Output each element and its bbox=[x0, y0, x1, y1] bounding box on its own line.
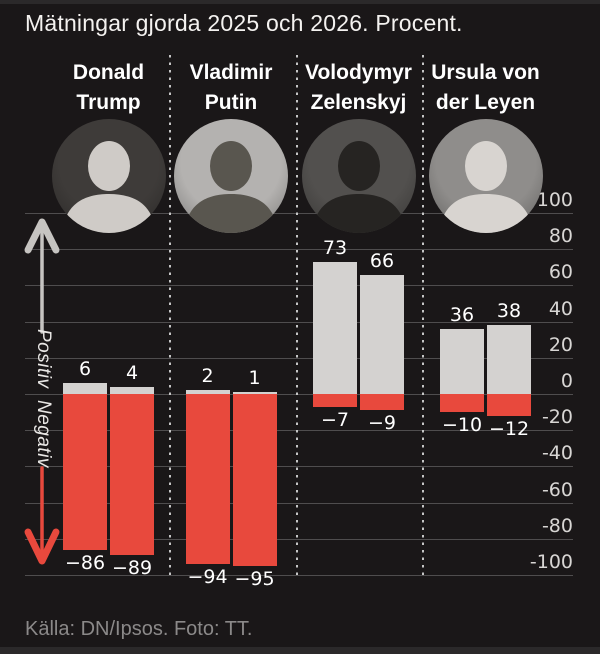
gridline bbox=[25, 575, 573, 576]
axis-tick-label: 40 bbox=[548, 297, 573, 320]
bar-positive-segment bbox=[110, 386, 154, 394]
positive-value-label: 66 bbox=[369, 249, 395, 272]
source-credit: Källa: DN/Ipsos. Foto: TT. bbox=[25, 618, 253, 640]
bar-negative-segment bbox=[313, 394, 357, 407]
bar-negative-segment bbox=[185, 394, 230, 565]
positive-value-label: 38 bbox=[496, 300, 522, 323]
bar-positive-segment bbox=[185, 390, 230, 394]
negative-direction-label: Negativ bbox=[33, 400, 54, 468]
gridline bbox=[25, 502, 573, 504]
bar-positive-segment bbox=[232, 392, 277, 394]
arrow-up-icon bbox=[24, 218, 60, 334]
column-separator-line bbox=[168, 55, 171, 578]
axis-tick-label: -60 bbox=[541, 478, 573, 501]
axis-tick-label: -100 bbox=[529, 551, 573, 573]
bar-negative-segment bbox=[487, 394, 531, 416]
column-separator-line bbox=[295, 55, 298, 578]
bar-positive-segment bbox=[440, 328, 484, 394]
negative-value-label: −7 bbox=[320, 408, 349, 431]
bar-negative-segment bbox=[360, 394, 404, 411]
person-silhouette-icon bbox=[311, 141, 406, 233]
person-name-ursula-von-der-leyen: Ursula von der Leyen bbox=[431, 61, 540, 114]
gridline bbox=[25, 466, 573, 468]
portrait-photo-vladimir-putin bbox=[174, 119, 288, 233]
negative-value-label: −12 bbox=[488, 417, 530, 440]
axis-tick-label: 100 bbox=[536, 189, 573, 211]
axis-tick-label: 80 bbox=[548, 225, 573, 248]
axis-tick-label: 60 bbox=[548, 261, 573, 284]
axis-tick-label: -20 bbox=[541, 406, 573, 429]
positive-value-label: 2 bbox=[201, 365, 214, 388]
portrait-photo-ursula-von-der-leyen bbox=[428, 119, 543, 233]
positive-direction-label: Positiv bbox=[33, 329, 54, 389]
person-name-volodymyr-zelenskyj: Volodymyr Zelenskyj bbox=[305, 61, 412, 114]
bar-positive-segment bbox=[313, 261, 357, 394]
positive-value-label: 1 bbox=[248, 367, 261, 389]
negative-value-label: −94 bbox=[187, 566, 228, 589]
person-silhouette-icon bbox=[184, 141, 278, 233]
axis-tick-label: 0 bbox=[560, 370, 573, 392]
person-name-vladimir-putin: Vladimir Putin bbox=[189, 61, 273, 114]
person-silhouette-icon bbox=[61, 141, 156, 233]
portrait-photo-volodymyr-zelenskyj bbox=[301, 119, 416, 233]
bar-negative-segment bbox=[63, 394, 107, 550]
bar-negative-segment bbox=[110, 394, 154, 556]
positive-value-label: 36 bbox=[449, 303, 475, 326]
gridline bbox=[25, 430, 573, 432]
gridline bbox=[25, 249, 573, 251]
gridline bbox=[25, 394, 573, 395]
person-name-donald-trump: Donald Trump bbox=[72, 61, 145, 114]
gridline bbox=[25, 357, 573, 359]
gridline bbox=[25, 213, 573, 214]
bar-negative-segment bbox=[440, 394, 484, 413]
person-silhouette-icon bbox=[438, 141, 533, 233]
positive-value-label: 4 bbox=[125, 361, 139, 384]
positive-value-label: 73 bbox=[322, 236, 348, 259]
negative-value-label: −86 bbox=[64, 551, 106, 574]
chart-title: Mätningar gjorda 2025 och 2026. Procent. bbox=[25, 10, 463, 36]
gridline bbox=[25, 321, 573, 323]
negative-value-label: −95 bbox=[234, 567, 275, 590]
axis-tick-label: -80 bbox=[541, 514, 573, 537]
gridline bbox=[25, 285, 573, 287]
bar-positive-segment bbox=[487, 325, 531, 394]
gridline bbox=[25, 538, 573, 540]
bar-positive-segment bbox=[360, 274, 404, 394]
bar-positive-segment bbox=[63, 383, 107, 394]
bar-negative-segment bbox=[232, 394, 277, 566]
negative-value-label: −10 bbox=[441, 414, 483, 437]
axis-tick-label: 20 bbox=[548, 333, 573, 356]
column-separator-line bbox=[421, 55, 424, 578]
axis-tick-label: -40 bbox=[541, 442, 573, 465]
arrow-down-icon bbox=[24, 466, 60, 565]
bottom-edge-strip bbox=[0, 647, 600, 654]
portrait-photo-donald-trump bbox=[51, 119, 166, 233]
top-edge-strip bbox=[0, 0, 600, 4]
negative-value-label: −9 bbox=[367, 412, 396, 435]
negative-value-label: −89 bbox=[111, 557, 153, 580]
positive-value-label: 6 bbox=[78, 358, 92, 381]
